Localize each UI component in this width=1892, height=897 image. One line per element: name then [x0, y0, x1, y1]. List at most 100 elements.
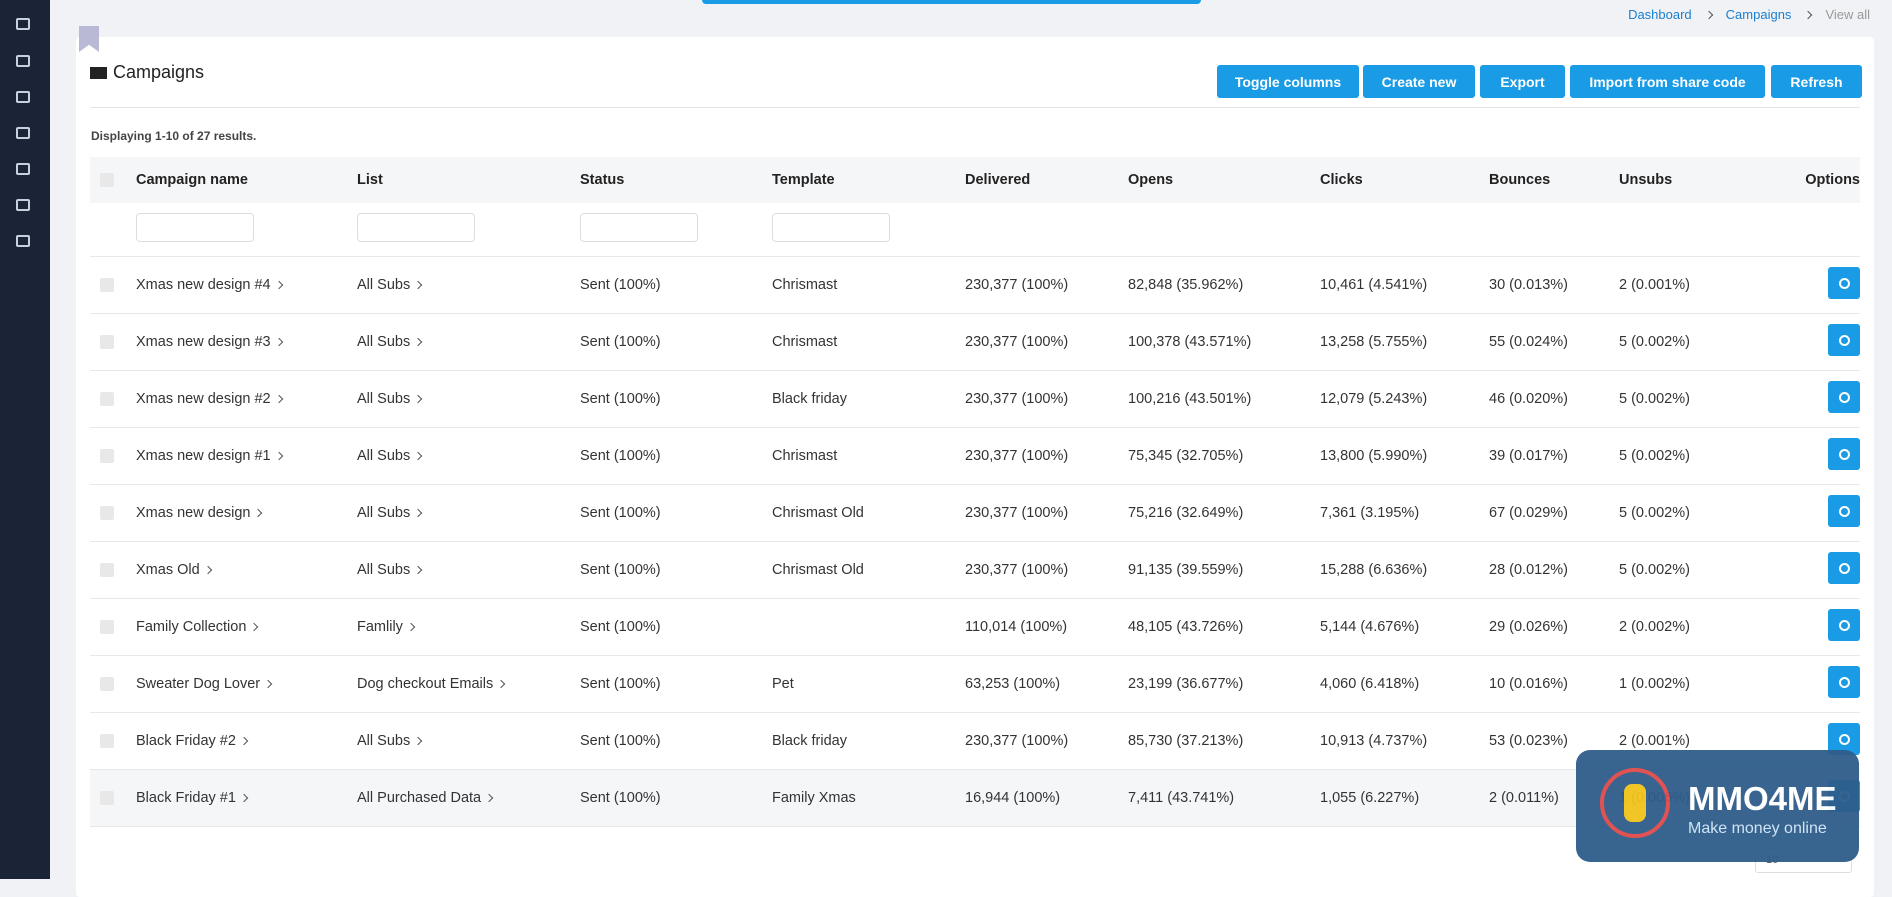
- cell-text[interactable]: Dog checkout Emails: [357, 676, 494, 692]
- watermark-subtitle: Make money online: [1688, 820, 1827, 837]
- checkbox[interactable]: [100, 506, 114, 521]
- nav-icon[interactable]: [16, 235, 30, 247]
- table-row: Xmas new design All Subs Sent (100%) Chrism…: [90, 484, 1860, 542]
- checkbox[interactable]: [100, 449, 114, 464]
- cell-text: 39 (0.017%): [1489, 448, 1568, 464]
- cell: Xmas new design: [136, 484, 357, 542]
- options-button[interactable]: [1828, 324, 1860, 356]
- checkbox[interactable]: [100, 620, 114, 635]
- cell: All Purchased Data: [357, 769, 580, 827]
- cell: 100,216 (43.501%): [1128, 370, 1320, 428]
- nav-icon[interactable]: [16, 127, 30, 139]
- cell-text: Chrismast: [772, 448, 838, 464]
- options-button[interactable]: [1828, 666, 1860, 698]
- filter-input[interactable]: [772, 213, 890, 242]
- cell: Sent (100%): [580, 655, 772, 713]
- cell-text[interactable]: All Subs: [357, 562, 411, 578]
- breadcrumb[interactable]: Campaigns: [1725, 7, 1792, 22]
- cell-text[interactable]: All Subs: [357, 448, 411, 464]
- cell-text[interactable]: Sweater Dog Lover: [136, 676, 261, 692]
- nav-icon[interactable]: [16, 55, 30, 67]
- cell: Black Friday #2: [136, 712, 357, 770]
- cell-text[interactable]: All Subs: [357, 391, 411, 407]
- filter-input[interactable]: [357, 213, 475, 242]
- toggle-columns-button[interactable]: Toggle columns: [1217, 65, 1359, 98]
- cell: Dog checkout Emails: [357, 655, 580, 713]
- cell-text: Chrismast Old: [772, 562, 864, 578]
- cell-text: 75,216 (32.649%): [1128, 505, 1244, 521]
- cell: Sent (100%): [580, 256, 772, 314]
- cell-text[interactable]: Xmas new design #1: [136, 448, 271, 464]
- checkbox[interactable]: [100, 734, 114, 749]
- export-button[interactable]: Export: [1480, 65, 1565, 98]
- options-button[interactable]: [1828, 723, 1860, 755]
- cell-text: 63,253 (100%): [965, 676, 1061, 692]
- cell-text: 12,079 (5.243%): [1320, 391, 1428, 407]
- cell: 230,377 (100%): [965, 541, 1128, 599]
- cell-text: Sent (100%): [580, 505, 661, 521]
- cell-text[interactable]: Xmas new design: [136, 505, 251, 521]
- filter-select[interactable]: [580, 213, 698, 242]
- options-button[interactable]: [1828, 381, 1860, 413]
- table-row: Family Collection Famlily Sent (100%) 110,0…: [90, 598, 1860, 656]
- checkbox[interactable]: [100, 677, 114, 692]
- cell: 2 (0.002%): [1619, 598, 1780, 656]
- cell-text[interactable]: Xmas new design #4: [136, 277, 271, 293]
- cell: 5 (0.002%): [1619, 484, 1780, 542]
- cell-text[interactable]: Xmas new design #3: [136, 334, 271, 350]
- refresh-button[interactable]: Refresh: [1771, 65, 1862, 98]
- options-button[interactable]: [1828, 552, 1860, 584]
- column-header: List: [357, 157, 580, 203]
- cell-text: Chrismast: [772, 277, 838, 293]
- cell-text[interactable]: All Subs: [357, 733, 411, 749]
- import-button[interactable]: Import from share code: [1570, 65, 1765, 98]
- cell-text[interactable]: All Subs: [357, 277, 411, 293]
- column-header: Bounces: [1489, 157, 1619, 203]
- cell-text[interactable]: Xmas Old: [136, 562, 200, 578]
- filter-input[interactable]: [136, 213, 254, 242]
- cell: 10 (0.016%): [1489, 655, 1619, 713]
- watermark: MMO4ME Make money online: [1576, 750, 1859, 862]
- checkbox[interactable]: [100, 278, 114, 293]
- checkbox[interactable]: [100, 392, 114, 407]
- cell-text[interactable]: All Subs: [357, 505, 411, 521]
- cell: Sent (100%): [580, 427, 772, 485]
- table-row: Xmas new design #1 All Subs Sent (100%) Chr…: [90, 427, 1860, 485]
- cell-text[interactable]: Black Friday #1: [136, 790, 236, 806]
- options-button[interactable]: [1828, 267, 1860, 299]
- cell: Chrismast: [772, 427, 965, 485]
- cell-text: Sent (100%): [580, 733, 661, 749]
- cell: 7,411 (43.741%): [1128, 769, 1320, 827]
- create-button[interactable]: Create new: [1363, 65, 1475, 98]
- cell: [90, 655, 136, 713]
- checkbox[interactable]: [100, 335, 114, 350]
- cell-text[interactable]: Family Collection: [136, 619, 247, 635]
- nav-icon[interactable]: [16, 163, 30, 175]
- checkbox[interactable]: [100, 173, 114, 188]
- cell-text[interactable]: Xmas new design #2: [136, 391, 271, 407]
- breadcrumb[interactable]: Dashboard: [1628, 7, 1692, 22]
- cell-text[interactable]: All Purchased Data: [357, 790, 482, 806]
- nav-icon[interactable]: [16, 199, 30, 211]
- cell-text: Pet: [772, 676, 794, 692]
- checkbox[interactable]: [100, 791, 114, 806]
- cell-text: 5,144 (4.676%): [1320, 619, 1420, 635]
- options-button[interactable]: [1828, 438, 1860, 470]
- cell-text[interactable]: Famlily: [357, 619, 403, 635]
- column-header: Options: [1780, 157, 1860, 203]
- cell-text: 53 (0.023%): [1489, 733, 1568, 749]
- nav-icon[interactable]: [16, 91, 30, 103]
- cell-text: 23,199 (36.677%): [1128, 676, 1244, 692]
- options-button[interactable]: [1828, 609, 1860, 641]
- nav-icon[interactable]: [16, 18, 30, 30]
- cell-text[interactable]: Black Friday #2: [136, 733, 236, 749]
- cell-text: 29 (0.026%): [1489, 619, 1568, 635]
- cell-text[interactable]: All Subs: [357, 334, 411, 350]
- options-button[interactable]: [1828, 495, 1860, 527]
- cell: Xmas new design #1: [136, 427, 357, 485]
- summary: Displaying 1-10 of 27 results.: [91, 129, 257, 143]
- cell-text: 230,377 (100%): [965, 448, 1069, 464]
- checkbox[interactable]: [100, 563, 114, 578]
- cell: All Subs: [357, 484, 580, 542]
- cell-text: 16,944 (100%): [965, 790, 1061, 806]
